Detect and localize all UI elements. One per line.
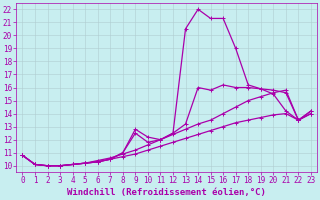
X-axis label: Windchill (Refroidissement éolien,°C): Windchill (Refroidissement éolien,°C)	[67, 188, 266, 197]
